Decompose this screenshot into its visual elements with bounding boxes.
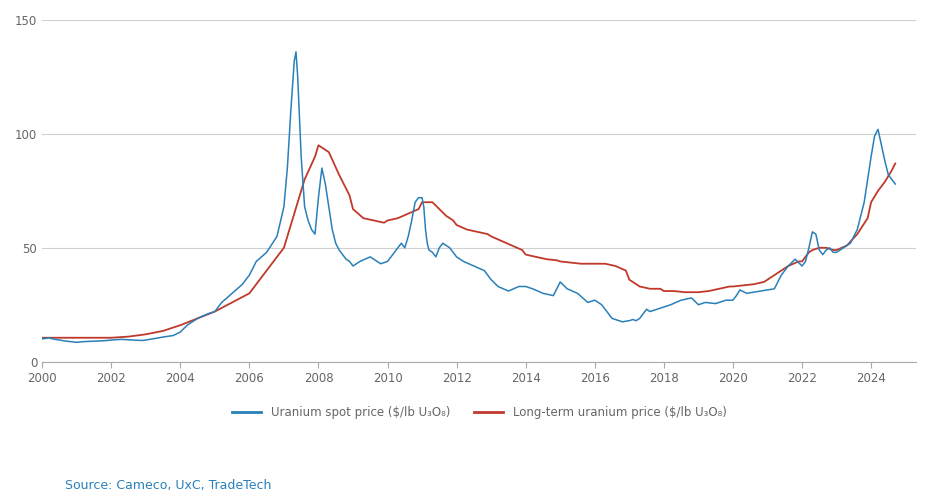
Text: Source: Cameco, UxC, TradeTech: Source: Cameco, UxC, TradeTech	[65, 479, 272, 492]
Legend: Uranium spot price ($/lb U₃O₈), Long-term uranium price ($/lb U₃O₈): Uranium spot price ($/lb U₃O₈), Long-ter…	[227, 402, 731, 424]
